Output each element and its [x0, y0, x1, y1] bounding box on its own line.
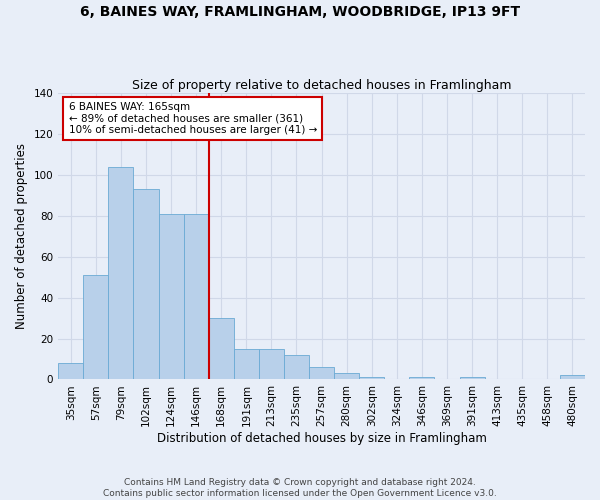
Bar	[234, 349, 259, 380]
Bar	[83, 275, 109, 380]
Bar	[133, 190, 158, 380]
Bar	[409, 378, 434, 380]
Bar	[284, 355, 309, 380]
Bar	[109, 167, 133, 380]
Bar	[259, 349, 284, 380]
Bar	[184, 214, 209, 380]
Text: 6 BAINES WAY: 165sqm
← 89% of detached houses are smaller (361)
10% of semi-deta: 6 BAINES WAY: 165sqm ← 89% of detached h…	[69, 102, 317, 135]
Bar	[560, 376, 585, 380]
X-axis label: Distribution of detached houses by size in Framlingham: Distribution of detached houses by size …	[157, 432, 487, 445]
Bar	[334, 374, 359, 380]
Bar	[58, 363, 83, 380]
Bar	[460, 378, 485, 380]
Bar	[309, 367, 334, 380]
Text: Contains HM Land Registry data © Crown copyright and database right 2024.
Contai: Contains HM Land Registry data © Crown c…	[103, 478, 497, 498]
Bar	[359, 378, 385, 380]
Bar	[158, 214, 184, 380]
Bar	[209, 318, 234, 380]
Text: 6, BAINES WAY, FRAMLINGHAM, WOODBRIDGE, IP13 9FT: 6, BAINES WAY, FRAMLINGHAM, WOODBRIDGE, …	[80, 5, 520, 19]
Y-axis label: Number of detached properties: Number of detached properties	[15, 144, 28, 330]
Title: Size of property relative to detached houses in Framlingham: Size of property relative to detached ho…	[132, 79, 511, 92]
